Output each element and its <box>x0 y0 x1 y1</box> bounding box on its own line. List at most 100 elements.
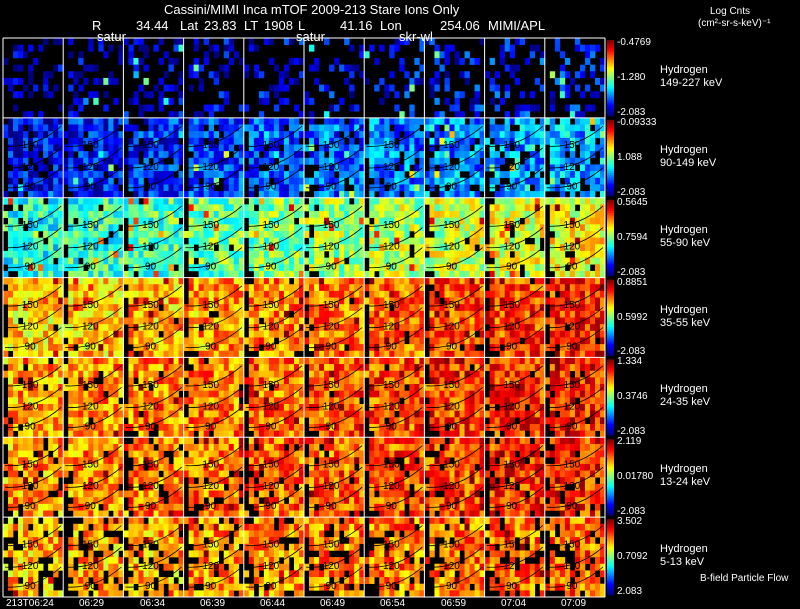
contour-lines <box>125 365 182 428</box>
panel-cell <box>424 117 485 199</box>
contour-lines <box>125 285 182 349</box>
contour-label: 120 <box>22 322 39 333</box>
contour-label: 90 <box>265 262 277 273</box>
contour-label: 150 <box>323 300 340 311</box>
contour-label: 90 <box>386 421 398 432</box>
colorbar-max-label: 0.8851 <box>617 277 648 288</box>
contour-lines <box>426 125 483 189</box>
contour-lines <box>305 285 363 349</box>
contour-lines <box>486 205 544 269</box>
colorbar-mid-label: 0.7594 <box>617 232 648 243</box>
contour-lines <box>4 365 62 428</box>
contour-lines <box>426 365 483 428</box>
contour-label: 150 <box>142 380 159 391</box>
contour-lines <box>185 205 243 269</box>
panel-cell <box>3 277 64 358</box>
colorbar-title-line1: Log Cnts <box>710 6 751 17</box>
panel-cell <box>123 197 184 278</box>
panel-cell <box>123 437 184 518</box>
contour-label: 120 <box>323 322 340 333</box>
band-label: Hydrogen 35-55 keV <box>660 304 710 330</box>
panel-cell <box>544 117 606 199</box>
panel-cell <box>364 117 425 199</box>
panel-cell <box>424 38 485 119</box>
contour-label: 90 <box>386 581 398 592</box>
contour-label: 90 <box>506 501 518 512</box>
contour-label: 150 <box>323 220 340 231</box>
contour-label: 120 <box>383 162 400 173</box>
colorbar-mid-label: 0.7092 <box>617 551 648 562</box>
contour-label: 120 <box>263 401 280 412</box>
contour-label: 90 <box>265 421 277 432</box>
band-label: Hydrogen 149-227 keV <box>660 64 722 90</box>
colorbar-max-label: -0.09333 <box>617 117 657 128</box>
contour-label: 120 <box>202 242 219 253</box>
chart-title: Cassini/MIMI Inca mTOF 2009-213 Stare Io… <box>164 2 460 17</box>
contour-label: 150 <box>443 380 460 391</box>
lt-label: LT <box>244 18 259 33</box>
colorbar <box>607 279 614 356</box>
contour-lines <box>366 285 423 349</box>
contour-label: 90 <box>205 342 217 353</box>
contour-label: 150 <box>503 540 520 551</box>
contour-label: 150 <box>202 140 219 151</box>
contour-lines <box>546 205 604 269</box>
contour-label: 150 <box>202 460 219 471</box>
band-label: Hydrogen 24-35 keV <box>660 383 710 409</box>
contour-label: 90 <box>446 421 458 432</box>
contour-label: 90 <box>566 342 578 353</box>
contour-label: 90 <box>265 501 277 512</box>
contour-lines <box>185 365 243 428</box>
band-energy: 55-90 keV <box>660 237 711 249</box>
contour-label: 150 <box>263 460 280 471</box>
contour-label: 150 <box>142 540 159 551</box>
contour-label: 90 <box>85 501 97 512</box>
contour-label: 120 <box>22 561 39 572</box>
contour-label: 150 <box>202 300 219 311</box>
contour-label: 150 <box>443 460 460 471</box>
panel-cell <box>484 437 546 518</box>
contour-label: 90 <box>205 262 217 273</box>
colorbar <box>607 199 614 276</box>
colorbar-max-label: -0.4769 <box>617 37 651 48</box>
contour-label: 120 <box>503 322 520 333</box>
panel-cell <box>123 38 184 119</box>
band-energy: 24-35 keV <box>660 396 711 408</box>
contour-label: 120 <box>564 401 581 412</box>
contour-label: 90 <box>25 342 37 353</box>
panel-cell <box>484 38 546 119</box>
contour-label: 120 <box>503 162 520 173</box>
contour-label: 120 <box>503 481 520 492</box>
contour-label: 90 <box>326 421 338 432</box>
contour-label: 90 <box>85 262 97 273</box>
contour-lines <box>245 525 303 588</box>
band-species: Hydrogen <box>660 224 708 236</box>
contour-label: 150 <box>263 380 280 391</box>
contour-label: 120 <box>202 162 219 173</box>
contour-label: 150 <box>564 300 581 311</box>
panel-cell <box>424 517 485 598</box>
contour-label: 150 <box>383 220 400 231</box>
l-value: 41.16 <box>340 18 373 33</box>
colorbar <box>607 519 614 596</box>
contour-lines <box>546 365 604 428</box>
contour-label: 90 <box>145 262 157 273</box>
panel-cell <box>304 437 365 518</box>
contour-lines <box>65 125 122 189</box>
contour-label: 150 <box>263 220 280 231</box>
contour-lines <box>125 525 182 588</box>
contour-label: 120 <box>202 561 219 572</box>
lon-label: Lon <box>380 18 402 33</box>
contour-lines <box>305 525 363 588</box>
contour-label: 90 <box>145 581 157 592</box>
contour-label: 150 <box>263 300 280 311</box>
contour-label: 120 <box>323 561 340 572</box>
contour-label: 120 <box>82 242 99 253</box>
contour-label: 120 <box>564 481 581 492</box>
contour-lines <box>185 445 243 508</box>
panel-cell <box>3 117 64 199</box>
contour-label: 90 <box>145 182 157 193</box>
colorbar-mid-label: 0.01780 <box>617 471 654 482</box>
contour-lines <box>245 285 303 349</box>
